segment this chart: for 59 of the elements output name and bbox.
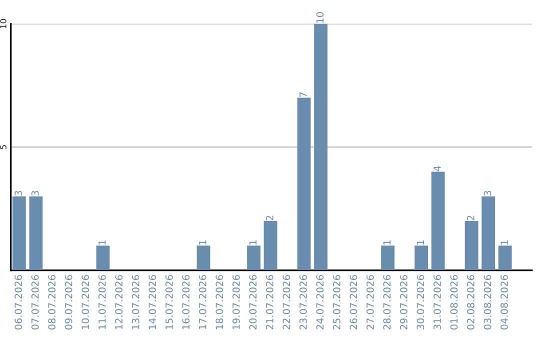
x-tick-label: 02.08.2026 [467,275,474,330]
bar [314,24,328,270]
x-tick-label: 29.07.2026 [400,275,408,330]
bar [498,246,512,270]
bar [29,196,43,270]
x-tick-label: 22.07.2026 [282,275,290,330]
bar [12,196,26,270]
bar [247,246,260,270]
x-tick-label: 12.07.2026 [115,275,123,330]
bar [431,172,445,270]
data-label: 2 [266,216,274,220]
x-tick-label: 24.07.2026 [316,275,324,330]
data-label: 4 [434,166,441,172]
data-label: 2 [467,216,474,220]
x-tick-label: 06.07.2026 [14,275,22,330]
x-tick-label: 31.07.2026 [434,275,441,330]
x-tick-label: 03.08.2026 [484,275,492,330]
x-tick-label: 14.07.2026 [148,275,156,330]
x-tick-label: 15.07.2026 [165,275,173,330]
data-label: 1 [199,240,206,245]
x-tick-label: 09.07.2026 [64,275,72,330]
x-tick-label: 25.07.2026 [333,275,340,330]
x-tick-label: 26.07.2026 [350,275,358,330]
bar [381,246,395,270]
x-tick-label: 07.07.2026 [31,275,39,330]
data-label: 1 [500,240,508,245]
data-label: 3 [31,190,39,196]
bar [264,221,278,270]
data-label: 1 [98,240,106,245]
x-tick-label: 18.07.2026 [216,275,224,330]
bar [196,246,210,270]
x-tick-label: 08.07.2026 [48,275,56,330]
x-tick-label: 17.07.2026 [198,275,206,330]
data-label: 7 [300,92,307,97]
x-tick-label: 23.07.2026 [299,275,307,330]
x-tick-label: 11.07.2026 [98,275,106,330]
data-label: 1 [249,240,256,245]
data-label: 3 [14,190,22,196]
x-tick-label: 16.07.2026 [182,275,190,330]
x-tick-label: 13.07.2026 [132,275,140,330]
x-tick-label: 21.07.2026 [266,275,274,330]
bar [96,246,110,270]
data-label: 1 [416,240,424,245]
bar [482,196,496,270]
data-label: 3 [484,190,492,196]
bar [414,246,428,270]
x-tick-label: 01.08.2026 [450,275,458,330]
data-label: 10 [316,12,324,23]
x-tick-label: 19.07.2026 [232,275,240,330]
x-tick-label: 20.07.2026 [249,275,257,330]
data-label: 1 [383,240,390,245]
x-tick-label: 27.07.2026 [366,275,374,330]
bar [464,221,478,270]
bar [297,98,311,270]
x-tick-label: 04.08.2026 [500,275,508,330]
x-tick-label: 30.07.2026 [416,275,424,330]
x-tick-label: 10.07.2026 [82,275,90,330]
y-tick-label: 5 [0,145,6,150]
x-tick-label: 28.07.2026 [383,275,391,330]
